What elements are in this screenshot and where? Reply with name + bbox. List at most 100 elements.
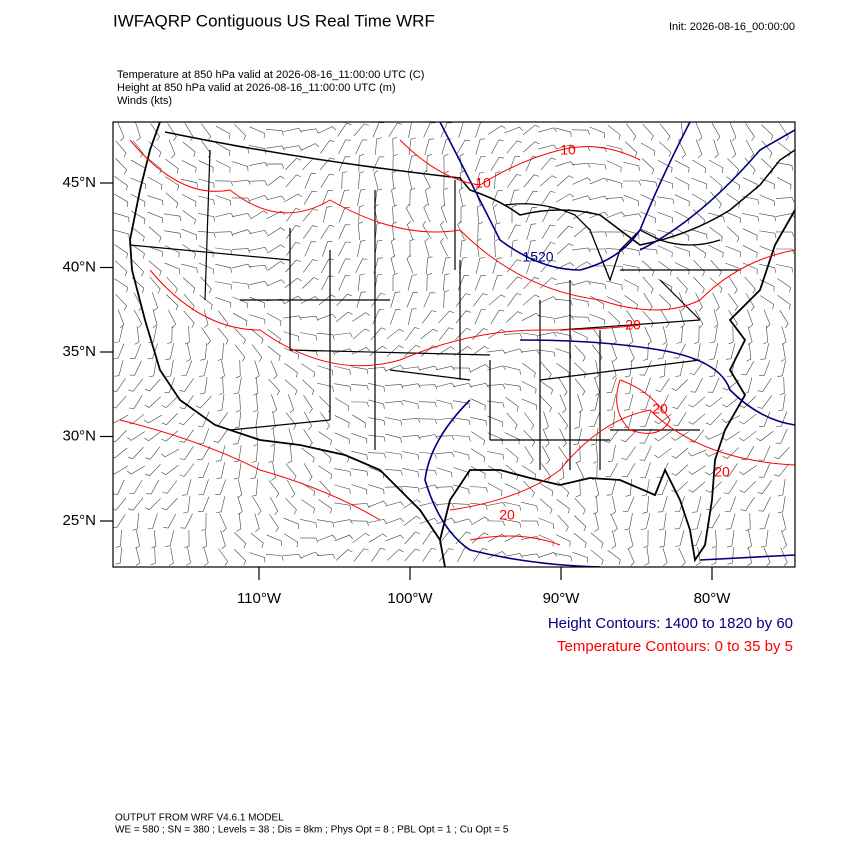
wind-barb: [571, 129, 590, 135]
wind-barb: [459, 239, 467, 257]
wind-barb: [334, 502, 352, 511]
wind-barb: [493, 222, 501, 240]
wind-barb: [639, 248, 658, 255]
wind-barb: [760, 124, 774, 141]
wind-barb: [390, 255, 396, 274]
wind-barb: [538, 349, 556, 358]
wind-barb: [353, 548, 369, 562]
wind-barb: [640, 179, 658, 188]
wind-barb: [607, 445, 616, 463]
wind-barb: [115, 293, 127, 311]
wind-barb: [477, 204, 483, 223]
wind-barb: [250, 210, 268, 220]
wind-barb: [742, 196, 759, 205]
height-legend: Height Contours: 1400 to 1820 by 60: [548, 615, 793, 632]
wind-barb: [775, 197, 795, 203]
wind-barb: [538, 144, 557, 150]
wind-barb: [522, 294, 540, 306]
wind-barb: [426, 154, 433, 173]
border: [164, 131, 795, 246]
wind-barb: [657, 178, 674, 189]
wind-barb: [182, 210, 196, 225]
wind-barb: [369, 533, 387, 543]
title: IWFAQRP Contiguous US Real Time WRF: [113, 11, 435, 30]
wind-barb: [722, 396, 740, 408]
wind-barb: [131, 244, 145, 259]
wind-barb: [200, 123, 212, 141]
wind-barb: [573, 362, 587, 379]
wind-barb: [759, 194, 775, 207]
wind-barb: [338, 224, 351, 240]
wind-barb: [167, 325, 173, 345]
contour-label: 20: [499, 507, 515, 523]
wind-barb: [144, 396, 162, 408]
wind-barb: [777, 360, 786, 377]
wind-barb: [460, 204, 466, 224]
wind-barb: [443, 290, 450, 309]
wind-barb: [708, 212, 725, 223]
wind-barb: [161, 413, 178, 426]
contour-label: 10: [560, 142, 576, 158]
wind-barb: [556, 175, 574, 187]
wind-barb: [436, 467, 453, 478]
wind-barb: [300, 519, 317, 528]
wind-barb: [129, 360, 142, 376]
wind-barb: [317, 365, 334, 376]
wind-barb: [739, 413, 757, 425]
wind-barb: [746, 343, 752, 362]
wind-barb: [384, 486, 404, 492]
wind-barb: [232, 229, 251, 235]
wind-barb: [521, 553, 540, 559]
wind-barb: [270, 428, 276, 447]
wind-barb: [130, 193, 146, 207]
wind-barb: [674, 513, 685, 530]
wind-barb: [436, 417, 455, 423]
wind-barb: [780, 547, 788, 567]
wind-barb: [301, 277, 319, 289]
wind-barb: [422, 221, 432, 239]
wind-barb: [351, 450, 368, 460]
wind-barb: [504, 348, 523, 354]
wind-barb: [161, 430, 179, 442]
wind-barb: [711, 529, 717, 549]
height-contour: [424, 339, 795, 567]
wind-barb: [523, 412, 535, 430]
wind-barb: [611, 496, 616, 515]
wind-barb: [358, 221, 363, 240]
wind-barb: [555, 281, 574, 286]
wind-barb: [624, 513, 633, 531]
wind-barb: [775, 231, 795, 237]
wind-barb: [266, 145, 285, 151]
wind-barb: [198, 462, 210, 478]
wind-barb: [300, 296, 320, 304]
wind-barb: [215, 281, 233, 290]
wind-barb: [266, 210, 286, 220]
wind-barb: [150, 123, 160, 141]
wind-barb: [487, 482, 503, 496]
wind-barb: [611, 360, 617, 379]
field-label: Winds (kts): [117, 95, 172, 107]
wind-barb: [589, 126, 605, 138]
wind-barb: [572, 195, 591, 201]
wind-barb: [385, 451, 403, 460]
wind-barb: [708, 159, 724, 173]
wind-barb: [303, 429, 313, 447]
wind-barb: [747, 326, 753, 345]
wind-barb: [657, 343, 668, 360]
temperature-contour: [119, 409, 795, 546]
wind-barb: [385, 383, 404, 389]
wind-barb: [729, 122, 737, 142]
wind-barb: [707, 513, 721, 529]
wind-barb: [148, 326, 157, 343]
wind-barb: [610, 343, 618, 363]
wind-barb: [623, 279, 639, 292]
wind-barb: [215, 445, 226, 462]
wind-barb: [759, 213, 777, 222]
init-time: Init: 2026-08-16_00:00:00: [669, 21, 795, 33]
wind-barb: [375, 137, 382, 155]
wind-barb: [317, 313, 337, 320]
lat-label: 40°N: [62, 258, 96, 275]
contour-label: 20: [625, 317, 641, 333]
wind-barb: [777, 278, 791, 293]
wind-barb: [128, 378, 144, 392]
